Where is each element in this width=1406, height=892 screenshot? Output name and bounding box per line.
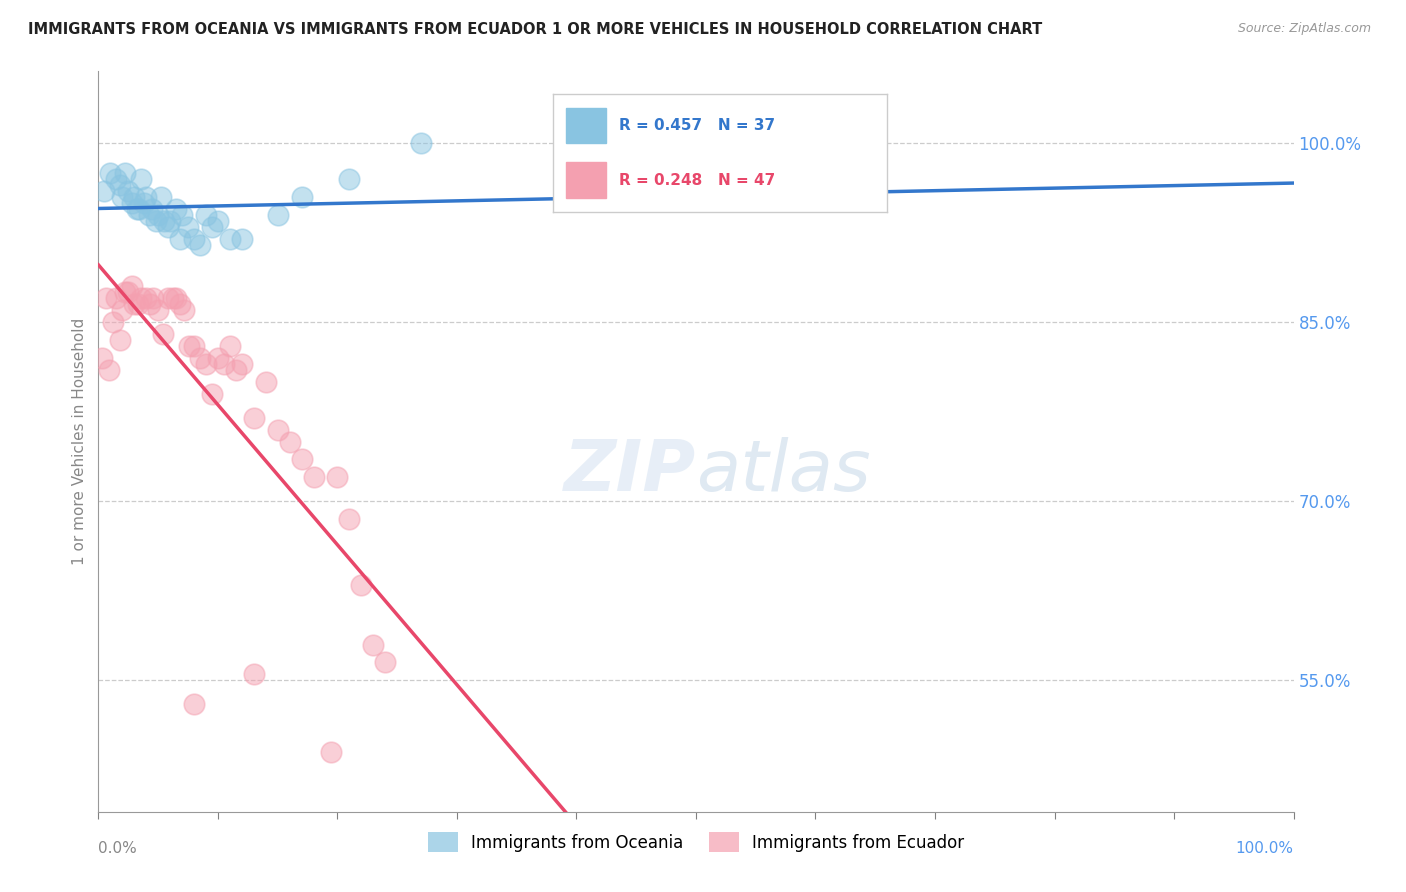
Point [207, 213, 229, 227]
Point [142, 291, 165, 305]
Text: atlas: atlas [696, 437, 870, 506]
Point [231, 231, 253, 245]
Y-axis label: 1 or more Vehicles in Household: 1 or more Vehicles in Household [72, 318, 87, 566]
Point [172, 208, 194, 222]
Point [125, 202, 148, 216]
Point [108, 333, 131, 347]
Point [98, 166, 122, 180]
Point [162, 291, 184, 305]
Point [169, 231, 191, 245]
Point [93, 184, 115, 198]
Point [121, 279, 143, 293]
Point [195, 208, 218, 222]
Point [219, 339, 242, 353]
Point [117, 184, 139, 198]
Point [135, 190, 157, 204]
Point [267, 208, 290, 222]
Point [131, 171, 153, 186]
Point [94, 291, 117, 305]
Text: Source: ZipAtlas.com: Source: ZipAtlas.com [1237, 22, 1371, 36]
Point [201, 219, 224, 234]
Point [156, 219, 179, 234]
Point [101, 315, 124, 329]
Point [98, 363, 121, 377]
Point [124, 190, 146, 204]
Point [117, 285, 139, 300]
Point [243, 410, 266, 425]
Point [153, 213, 176, 227]
Point [165, 291, 187, 305]
Point [132, 195, 155, 210]
Point [339, 512, 361, 526]
Point [141, 202, 163, 216]
Point [291, 452, 314, 467]
Point [91, 351, 114, 365]
Point [212, 357, 235, 371]
Point [156, 291, 179, 305]
Point [177, 219, 200, 234]
Point [179, 339, 201, 353]
Point [243, 667, 266, 681]
Point [231, 357, 253, 371]
Point [138, 208, 160, 222]
Point [267, 423, 290, 437]
Point [121, 195, 143, 210]
Point [339, 171, 361, 186]
Point [188, 351, 211, 365]
Point [145, 213, 167, 227]
Point [105, 171, 128, 186]
Text: 0.0%: 0.0% [98, 841, 138, 856]
Point [114, 166, 136, 180]
Point [139, 297, 162, 311]
Point [278, 434, 301, 449]
Text: IMMIGRANTS FROM OCEANIA VS IMMIGRANTS FROM ECUADOR 1 OR MORE VEHICLES IN HOUSEHO: IMMIGRANTS FROM OCEANIA VS IMMIGRANTS FR… [28, 22, 1042, 37]
Point [131, 291, 153, 305]
Point [254, 375, 277, 389]
Point [148, 303, 170, 318]
Point [374, 656, 396, 670]
Point [148, 208, 170, 222]
Point [111, 303, 134, 318]
Point [169, 297, 191, 311]
Point [302, 470, 325, 484]
Point [225, 363, 247, 377]
Point [124, 297, 146, 311]
Point [201, 386, 224, 401]
Point [350, 578, 373, 592]
Point [326, 470, 349, 484]
Point [291, 190, 314, 204]
Point [135, 291, 157, 305]
Point [195, 357, 218, 371]
Point [363, 638, 385, 652]
Point [219, 231, 242, 245]
Point [207, 351, 229, 365]
Point [152, 327, 174, 342]
Point [321, 745, 343, 759]
Point [114, 285, 136, 300]
Point [127, 297, 149, 311]
Point [183, 231, 205, 245]
Point [165, 202, 187, 216]
Point [188, 237, 211, 252]
Text: ZIP: ZIP [564, 437, 696, 506]
Point [183, 339, 205, 353]
Point [128, 202, 150, 216]
Point [149, 190, 172, 204]
Point [159, 213, 181, 227]
Point [411, 136, 433, 150]
Point [111, 190, 134, 204]
Point [173, 303, 195, 318]
Point [108, 178, 131, 192]
Legend: Immigrants from Oceania, Immigrants from Ecuador: Immigrants from Oceania, Immigrants from… [422, 825, 970, 859]
Point [105, 291, 128, 305]
Text: 100.0%: 100.0% [1236, 841, 1294, 856]
Point [183, 698, 205, 712]
